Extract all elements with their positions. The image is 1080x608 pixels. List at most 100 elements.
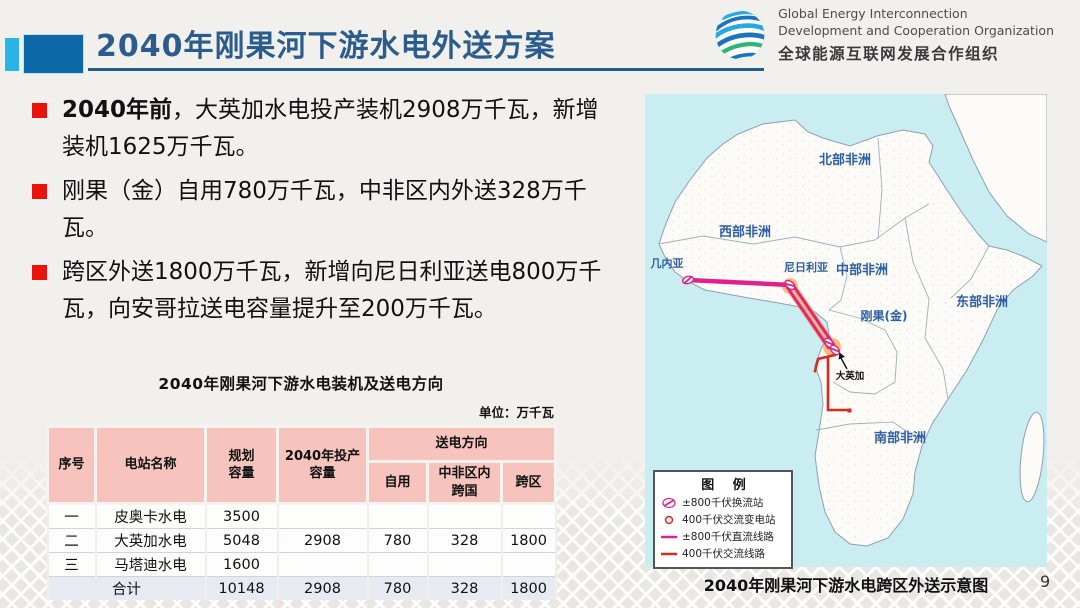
org-name-en-line1: Global Energy Interconnection [778, 6, 968, 21]
col-header-self: 自用 [366, 459, 429, 506]
bullet-square-icon [32, 184, 47, 199]
cell: 三 [46, 552, 97, 577]
cell: 马塔迪水电 [94, 552, 207, 577]
legend-item: 400千伏交流线路 [661, 545, 786, 562]
bullet-square-icon [32, 265, 47, 280]
bullet-text: 跨区外送1800万千瓦，新增向尼日利亚送电800万千瓦，向安哥拉送电容量提升至2… [62, 254, 616, 328]
cell [426, 552, 503, 577]
map-caption: 2040年刚果河下游水电跨区外送示意图 [703, 576, 989, 595]
cell [366, 503, 429, 529]
deco-square-cyan [5, 38, 19, 71]
cell: 2908 [276, 576, 369, 601]
capacity-table: 序号 电站名称 规划 容量 2040年投产 容量 送电方向 自用 中非区内 跨国… [46, 424, 558, 601]
converter-station-icon [662, 497, 676, 508]
col-header-direction: 送电方向 [365, 425, 558, 463]
cell: 1800 [500, 576, 557, 601]
africa-map-svg: 北部非洲 西部非洲 中部非洲 东部非洲 南部非洲 刚果(金) 几内亚 尼日利亚 … [651, 94, 1047, 547]
deco-square-blue [23, 34, 84, 74]
col-header-regional: 中非区内 跨国 [426, 459, 503, 506]
cell: 5048 [204, 528, 279, 553]
bullet-body: 刚果（金）自用780万千瓦，中非区内外送328万千瓦。 [62, 178, 587, 241]
legend-item: ±800千伏直流线路 [661, 528, 786, 545]
ac-lines [813, 353, 851, 412]
dc-lines [685, 277, 835, 350]
cell: 328 [426, 528, 503, 553]
table-row: 三 马塔迪水电 1600 [46, 552, 557, 577]
bullet-body: ，大英加水电投产装机2908万千瓦，新增装机1625万千瓦。 [62, 97, 599, 160]
converter-station-guinea [681, 275, 695, 285]
converter-station-inga-2 [829, 344, 841, 356]
dc-line-guinea-nigeria [685, 277, 793, 288]
label-north-africa: 北部非洲 [819, 152, 871, 168]
cell: 780 [366, 576, 429, 601]
ac-substation-dot [847, 408, 852, 413]
cell: 780 [366, 528, 429, 553]
legend-label: 400千伏交流变电站 [682, 514, 776, 526]
title-underline [88, 68, 764, 71]
org-logo: Global Energy Interconnection Developmen… [712, 6, 1054, 64]
legend-label: ±800千伏换流站 [682, 497, 764, 509]
legend-item: ±800千伏换流站 [661, 494, 786, 511]
label-congo-drc: 刚果(金) [861, 308, 908, 323]
cell: 二 [46, 528, 97, 553]
label-central-africa: 中部非洲 [836, 262, 888, 278]
cell: 2908 [276, 528, 369, 553]
cell: 皮奥卡水电 [94, 503, 207, 529]
map-legend: 图 例 ±800千伏换流站 400千伏交流变电站 ±800千伏直流线路 [653, 470, 793, 569]
globe-icon [715, 10, 765, 60]
legend-label: 400千伏交流线路 [682, 548, 766, 560]
table-title: 2040年刚果河下游水电装机及送电方向 [158, 375, 444, 393]
ac-substation-icon [664, 515, 674, 524]
inga-arrow [838, 352, 848, 370]
arabia-landmass [944, 94, 1047, 243]
slide-title: 2040年刚果河下游水电外送方案 [96, 29, 556, 64]
cell: 1800 [500, 528, 557, 553]
org-name-cn: 全球能源互联网发展合作组织 [778, 44, 1000, 63]
cell: 3500 [204, 503, 279, 529]
cell [276, 552, 369, 577]
table-section: 2040年刚果河下游水电装机及送电方向 单位：万千瓦 序号 电站名称 规划 容量… [46, 372, 558, 601]
label-south-africa: 南部非洲 [874, 430, 926, 446]
legend-label: ±800千伏直流线路 [682, 531, 774, 543]
table-row: 一 皮奥卡水电 3500 [46, 503, 557, 529]
table-row: 二 大英加水电 5048 2908 780 328 1800 [46, 528, 557, 553]
cell [500, 503, 557, 529]
bullet-item: 跨区外送1800万千瓦，新增向尼日利亚送电800万千瓦，向安哥拉送电容量提升至2… [32, 254, 616, 328]
cell-total-label: 合计 [46, 576, 207, 601]
bullet-text: 刚果（金）自用780万千瓦，中非区内外送328万千瓦。 [62, 173, 616, 247]
table-unit-label: 单位：万千瓦 [478, 405, 554, 420]
cell: 一 [46, 503, 97, 529]
org-name-en-line2: Development and Cooperation Organization [778, 22, 1054, 38]
bullet-body: 跨区外送1800万千瓦，新增向尼日利亚送电800万千瓦，向安哥拉送电容量提升至2… [62, 259, 602, 322]
cell: 1600 [204, 552, 279, 577]
label-nigeria: 尼日利亚 [784, 260, 828, 274]
cell: 大英加水电 [94, 528, 207, 553]
col-header-cross: 跨区 [499, 459, 558, 506]
cell [500, 552, 557, 577]
col-header-planned: 规划 容量 [204, 424, 279, 506]
col-header-station: 电站名称 [94, 424, 207, 506]
dc-line-nigeria-inga-1 [791, 282, 835, 346]
col-header-2040: 2040年投产 容量 [276, 424, 369, 506]
africa-texture [659, 120, 1042, 546]
dc-line-nigeria-inga-2 [786, 286, 830, 350]
converter-station-nigeria [784, 279, 796, 291]
dc-line-icon [661, 535, 677, 538]
cell [426, 503, 503, 529]
page-number: 9 [1040, 572, 1051, 591]
cell: 10148 [204, 576, 279, 601]
bullet-item: 2040年前，大英加水电投产装机2908万千瓦，新增装机1625万千瓦。 [32, 92, 616, 166]
label-west-africa: 西部非洲 [719, 224, 771, 240]
table-total-row: 合计 10148 2908 780 328 1800 [46, 576, 557, 601]
bullet-square-icon [32, 103, 47, 118]
cell: 328 [426, 576, 503, 601]
bullet-item: 刚果（金）自用780万千瓦，中非区内外送328万千瓦。 [32, 173, 616, 247]
label-inga: 大英加 [836, 370, 865, 382]
region-borders [658, 137, 990, 443]
bullet-text: 2040年前，大英加水电投产装机2908万千瓦，新增装机1625万千瓦。 [62, 92, 616, 166]
cell [276, 503, 369, 529]
ac-line-icon [661, 552, 677, 555]
cell [366, 552, 429, 577]
label-east-africa: 东部非洲 [956, 294, 1008, 310]
